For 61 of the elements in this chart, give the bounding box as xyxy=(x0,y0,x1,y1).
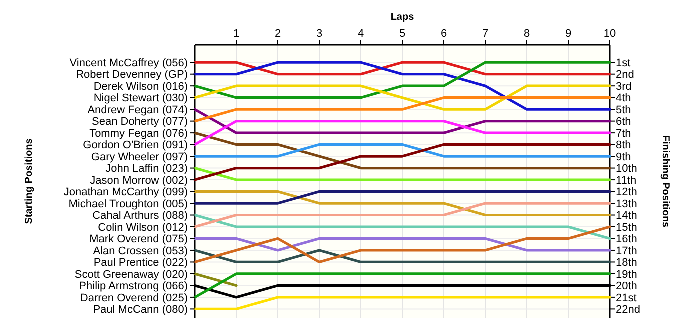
text: Philip Armstrong (066) xyxy=(79,280,188,293)
text: Gary Wheeler (097) xyxy=(91,151,188,164)
text: Tommy Fegan (076) xyxy=(90,128,188,140)
x-tick-label: 8 xyxy=(524,28,530,40)
y-tick-label: 6th xyxy=(616,116,632,128)
line-series xyxy=(194,132,612,170)
text: Vincent McCaffrey (056) xyxy=(70,57,188,70)
y-tick-label: 7th xyxy=(616,128,632,140)
text: Paul McCann (080) xyxy=(93,304,188,316)
y-tick-label: 16th xyxy=(616,234,638,246)
text: Nigel Stewart (030) xyxy=(94,92,188,105)
text: Paul Prentice (022) xyxy=(94,257,188,270)
text: Jonathan McCarthy (099) xyxy=(64,186,188,199)
text: Starting Positions xyxy=(24,138,35,224)
text: Colin Wilson (012) xyxy=(98,222,188,234)
text: Alan Crossen (053) xyxy=(93,245,188,258)
text: Sean Doherty (077) xyxy=(92,116,188,128)
text: Gordon O'Brien (091) xyxy=(83,140,188,152)
x-tick-label: 10 xyxy=(604,28,616,40)
text: Cahal Arthurs (088) xyxy=(92,210,188,222)
x-tick-label: 9 xyxy=(565,28,572,40)
line-series xyxy=(194,226,612,264)
text: Michael Troughton (005) xyxy=(68,198,188,210)
text: John Laffin (023) xyxy=(106,163,188,176)
y-tick-label: 22nd xyxy=(616,304,640,316)
y-tick-label: 11th xyxy=(616,174,637,187)
x-tick-label: 1 xyxy=(233,28,240,40)
y-tick-label: 5th xyxy=(616,104,632,116)
y-tick-label: 21st xyxy=(616,292,637,304)
text: Scott Greenaway (020) xyxy=(74,268,188,281)
x-tick-label: 4 xyxy=(358,28,364,40)
text: Mark Overend (075) xyxy=(90,234,188,246)
x-axis-title: Laps xyxy=(390,12,415,23)
line-series xyxy=(194,61,612,111)
y-tick-label: 4th xyxy=(616,92,632,105)
y-tick-label: 18th xyxy=(616,257,638,270)
y-tick-label: 10th xyxy=(616,163,638,176)
y-axis-title: Finishing Positions xyxy=(660,135,671,228)
y-tick-label: 9th xyxy=(616,151,632,164)
y-tick-label: 14th xyxy=(616,210,638,222)
y-tick-label: 17th xyxy=(616,245,638,258)
text: Robert Devenney (GP) xyxy=(76,69,188,82)
x-tick-label: 7 xyxy=(482,28,489,40)
x-tick-label: 5 xyxy=(399,28,406,40)
y-tick-label: 15th xyxy=(616,222,638,234)
y-tick-label: 2nd xyxy=(616,69,634,82)
line-series xyxy=(194,144,612,182)
text: Darren Overend (025) xyxy=(80,292,188,304)
text: Jason Morrow (002) xyxy=(90,174,188,187)
y-tick-label: 19th xyxy=(616,268,638,281)
x-tick-label: 2 xyxy=(274,28,282,40)
y-tick-label: 1st xyxy=(616,57,631,70)
x-tick-label: 3 xyxy=(316,28,323,40)
text: Derek Wilson (016) xyxy=(94,80,188,93)
y-tick-label: 12th xyxy=(616,186,638,199)
y-tick-label: 13th xyxy=(616,198,638,210)
x-tick-label: 6 xyxy=(440,28,448,40)
y-tick-label: 20th xyxy=(616,280,638,293)
text: Andrew Fegan (074) xyxy=(88,104,188,116)
y-tick-label: 3rd xyxy=(616,80,632,93)
y-tick-label: 8th xyxy=(616,140,632,152)
